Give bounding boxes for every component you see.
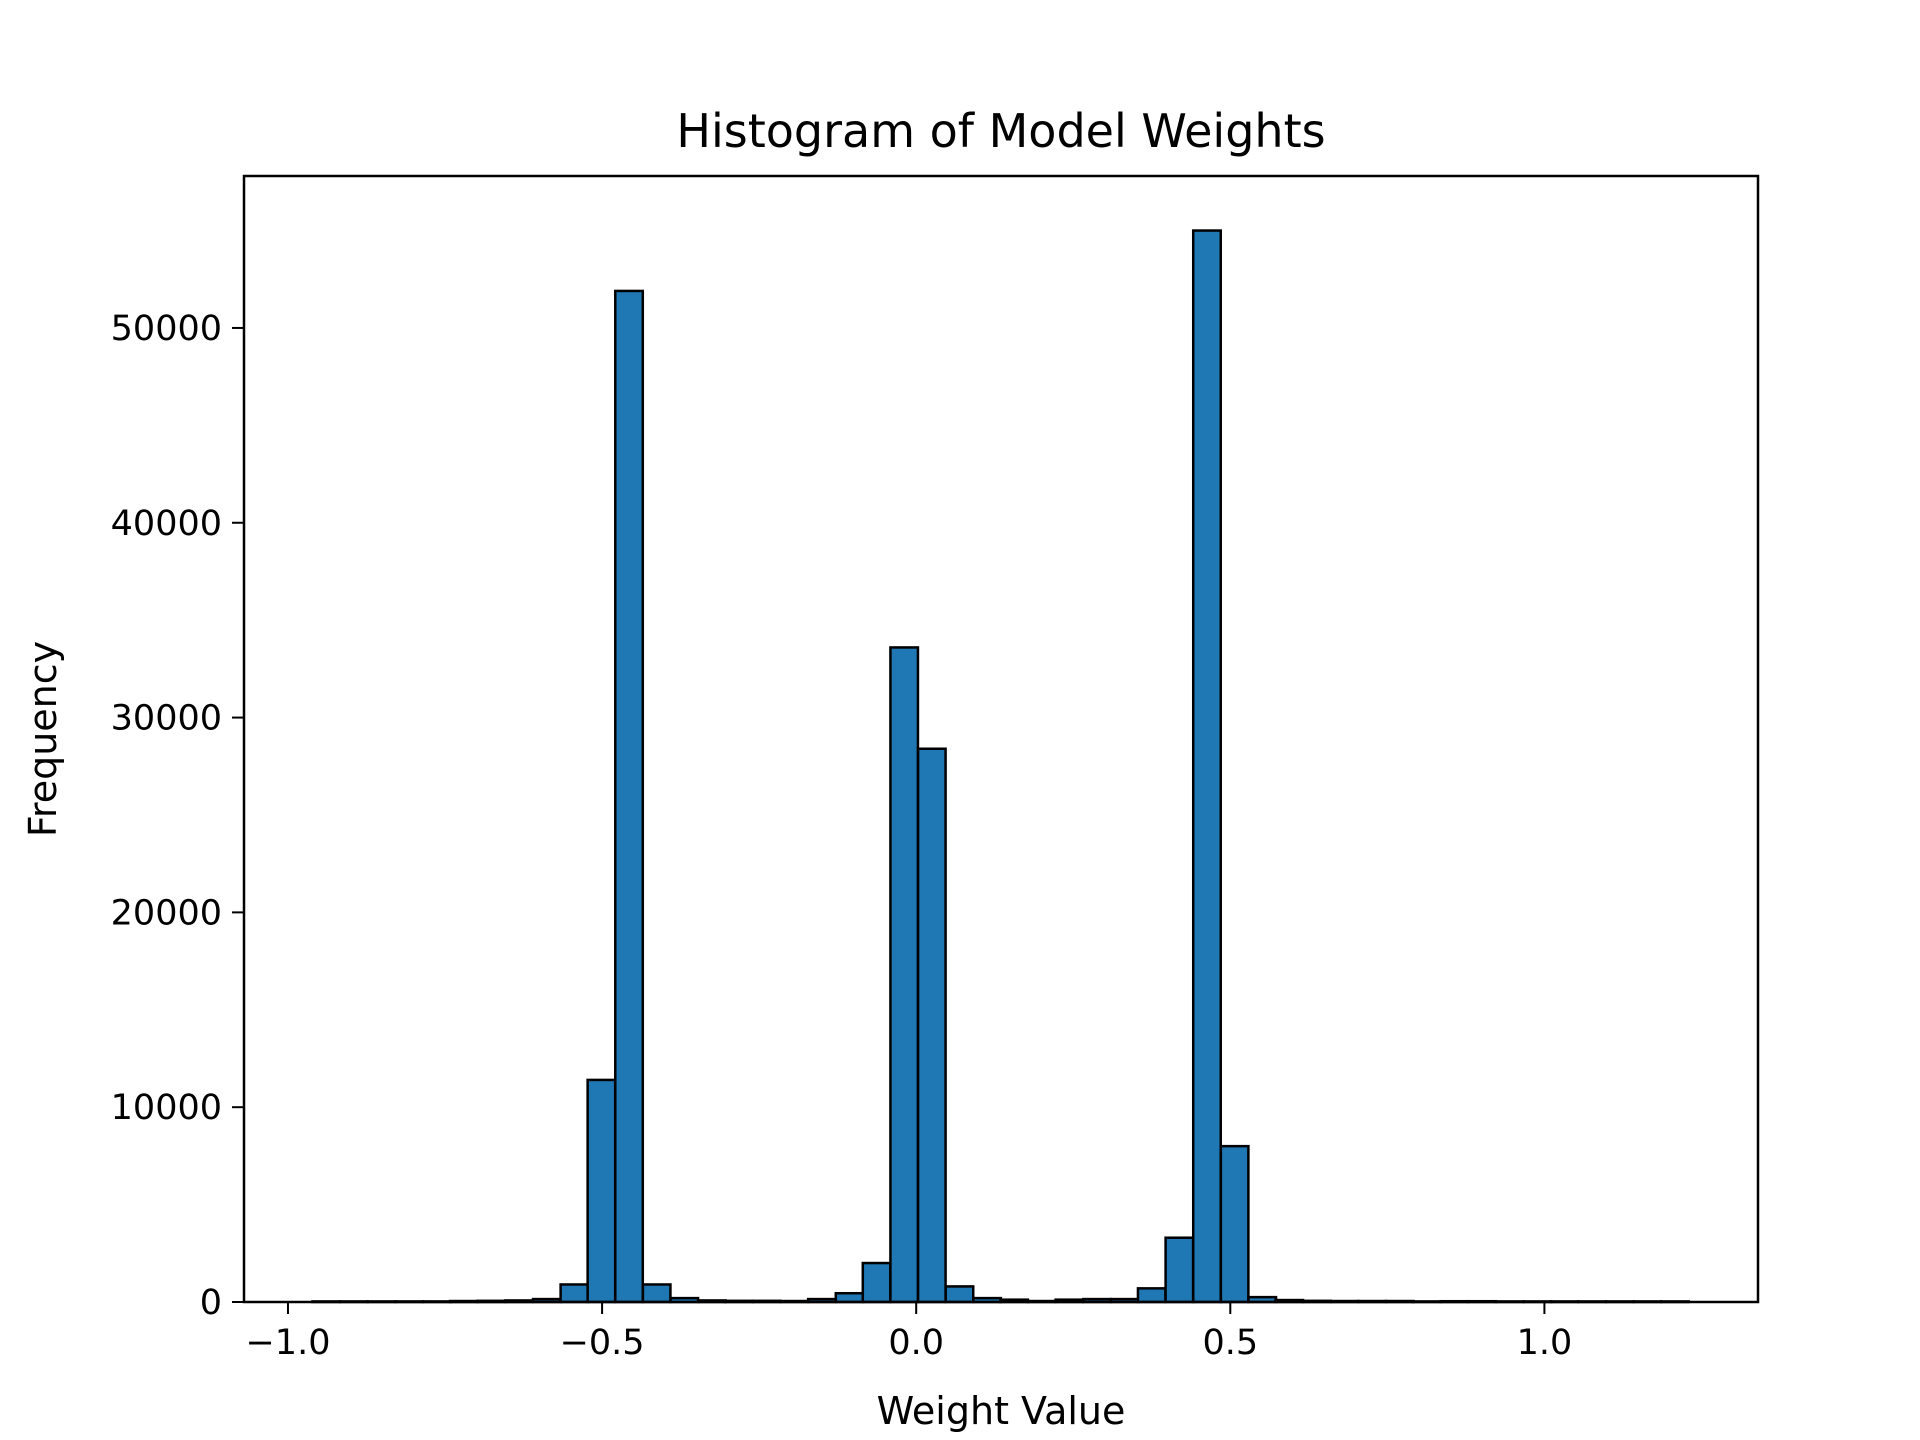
histogram-bar-32 (1191, 229, 1222, 1304)
y-tick-label-0: 0 (200, 1283, 222, 1323)
y-tick-label-4: 40000 (111, 504, 222, 544)
histogram-bar-11 (614, 289, 645, 1304)
histogram-bar-31 (1164, 1236, 1195, 1304)
y-axis-ticks: 0 10000 20000 30000 40000 50000 (111, 309, 244, 1323)
chart-title: Histogram of Model Weights (676, 104, 1325, 158)
histogram-bar-9 (559, 1283, 590, 1304)
y-tick-label-1: 10000 (111, 1088, 222, 1128)
x-axis-ticks: −1.0 −0.5 0.0 0.5 1.0 (245, 1302, 1572, 1363)
histogram-bar-10 (586, 1078, 617, 1304)
x-tick-label-1: −0.5 (560, 1323, 645, 1363)
plot-area-frame (242, 174, 1760, 1304)
y-tick-label-2: 20000 (111, 893, 222, 933)
y-axis-label: Frequency (21, 641, 65, 837)
y-tick-label-3: 30000 (111, 699, 222, 739)
x-axis-label: Weight Value (877, 1389, 1126, 1433)
x-tick-label-3: 0.5 (1202, 1323, 1258, 1363)
x-tick-label-0: −1.0 (245, 1323, 330, 1363)
histogram-bar-30 (1136, 1287, 1167, 1304)
bars-group (311, 229, 1691, 1304)
histogram-bar-33 (1219, 1144, 1250, 1304)
y-tick-label-5: 50000 (111, 309, 222, 349)
histogram-bar-20 (861, 1261, 892, 1304)
x-tick-label-2: 0.0 (888, 1323, 944, 1363)
histogram-bar-23 (944, 1285, 975, 1304)
histogram-bar-22 (916, 747, 947, 1304)
histogram-bar-19 (834, 1291, 865, 1304)
x-tick-label-4: 1.0 (1517, 1323, 1573, 1363)
histogram-bar-12 (641, 1283, 672, 1304)
histogram-bar-21 (889, 646, 920, 1304)
